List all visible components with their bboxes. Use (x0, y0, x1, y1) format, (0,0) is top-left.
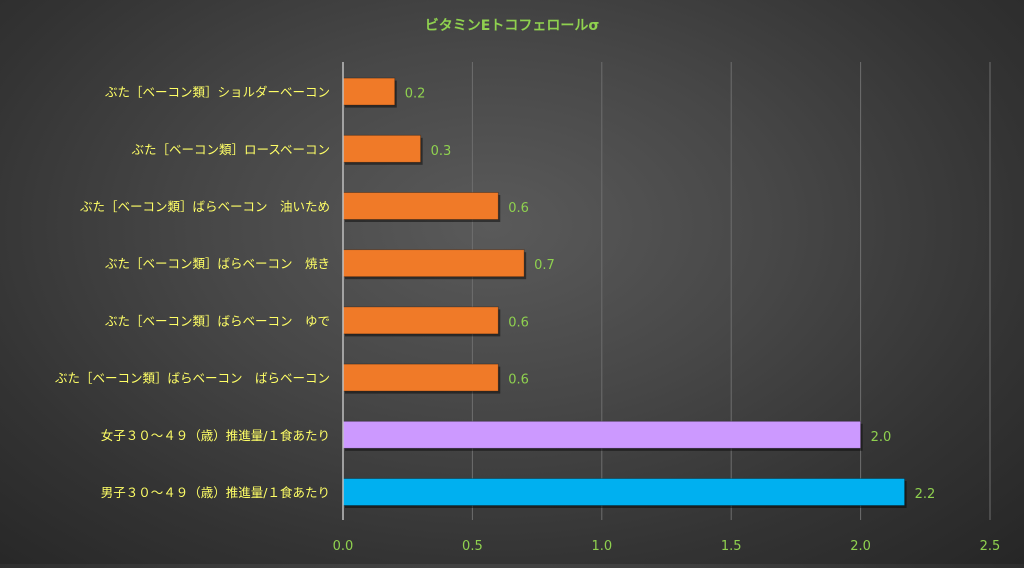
gridlines (471, 62, 991, 520)
chart-title: ビタミンEトコフェロールσ (425, 18, 600, 34)
x-tick-label: 2.0 (850, 539, 871, 554)
category-label: ぶた［ベーコン類］ショルダーベーコン (105, 85, 330, 100)
data-label: 2.2 (915, 487, 936, 502)
x-tick-label: 0.5 (462, 539, 483, 554)
data-label: 0.6 (508, 315, 529, 330)
x-tick-label: 2.5 (980, 539, 1001, 554)
category-label: ぶた［ベーコン類］ばらベーコン ゆで (105, 313, 330, 328)
bar (342, 363, 499, 392)
category-label: ぶた［ベーコン類］ばらベーコン 焼き (105, 256, 330, 271)
category-label: ぶた［ベーコン類］ロースベーコン (131, 142, 330, 157)
category-label: ぶた［ベーコン類］ばらベーコン ばらベーコン (55, 371, 330, 386)
category-label: 女子３０～４９（歳）推進量/１食あたり (101, 428, 330, 443)
data-label: 0.7 (534, 258, 555, 273)
data-label: 0.2 (405, 87, 426, 102)
bar (342, 478, 905, 506)
bar (342, 420, 861, 449)
bar (342, 77, 396, 106)
x-tick-label: 0.0 (333, 539, 354, 554)
category-label: ぶた［ベーコン類］ばらベーコン 油いため (80, 199, 330, 214)
x-tick-label: 1.5 (721, 539, 742, 554)
bars (342, 77, 907, 508)
data-label: 0.6 (508, 201, 529, 216)
bar (342, 192, 499, 220)
category-label: 男子３０～４９（歳）推進量/１食あたり (101, 485, 330, 500)
data-label: 0.6 (508, 373, 529, 388)
data-label: 2.0 (871, 430, 892, 445)
bar (342, 249, 525, 278)
bar (342, 306, 499, 335)
x-tick-label: 1.0 (591, 539, 612, 554)
labels: 0.0 0.5 1.0 1.5 2.0 2.5 ぶた［ベーコン類］ショルダーベーコン 0.2 ぶ… (55, 85, 1000, 554)
data-label: 0.3 (431, 144, 452, 159)
bar (342, 134, 422, 163)
